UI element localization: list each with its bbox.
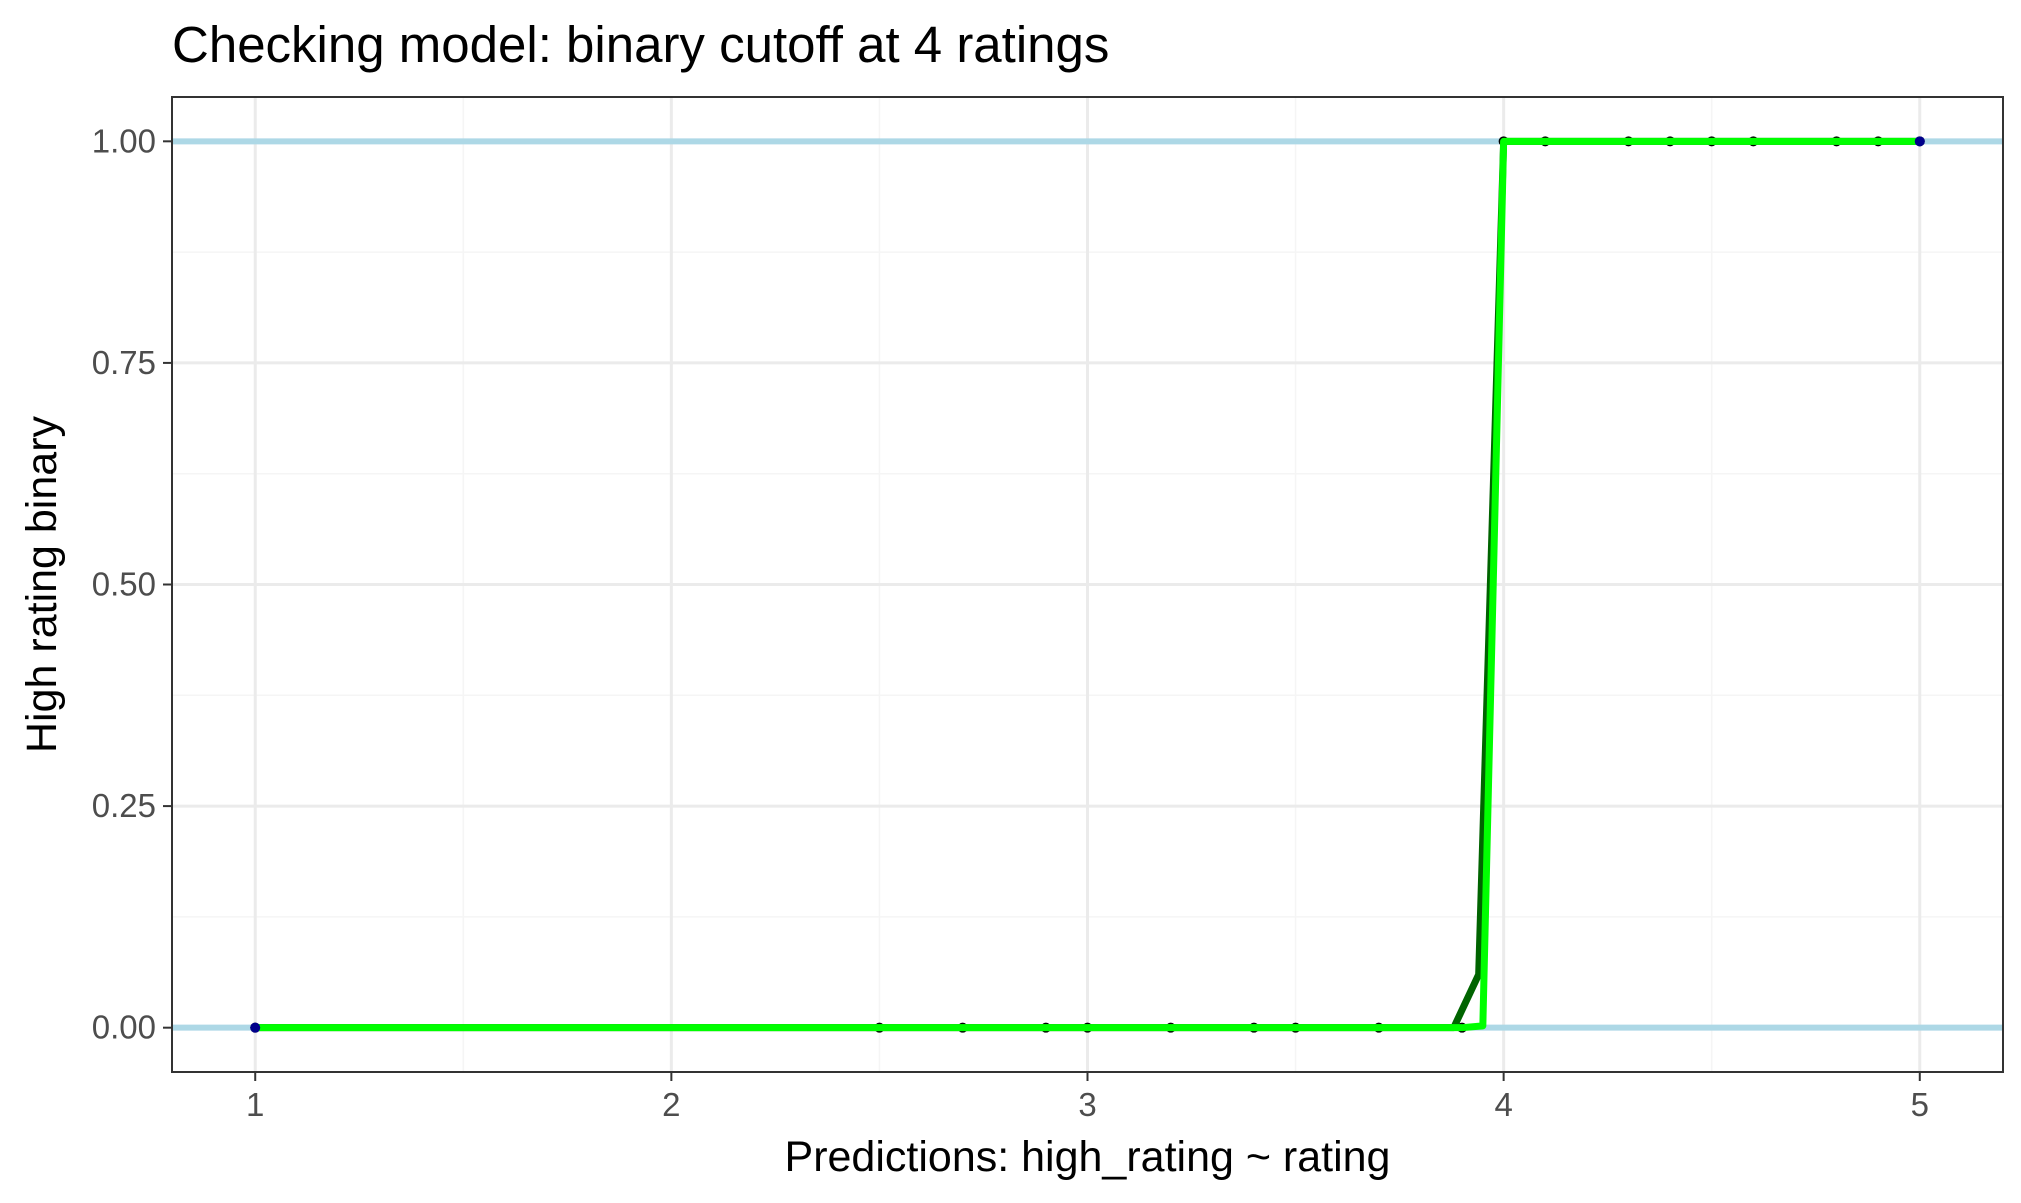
x-tick-label: 1 bbox=[246, 1086, 264, 1123]
y-tick-label: 0.75 bbox=[92, 344, 156, 381]
y-axis-title: High rating binary bbox=[18, 415, 66, 753]
x-axis-title: Predictions: high_rating ~ rating bbox=[785, 1133, 1391, 1181]
y-tick-label: 0.25 bbox=[92, 787, 156, 824]
data-point bbox=[1914, 136, 1925, 147]
y-tick-label: 0.00 bbox=[92, 1009, 156, 1046]
x-axis-ticks: 1 2 3 4 5 bbox=[246, 1072, 1929, 1123]
x-tick-label: 3 bbox=[1078, 1086, 1096, 1123]
series-layer bbox=[250, 136, 1925, 1033]
data-point bbox=[250, 1022, 261, 1033]
chart-title: Checking model: binary cutoff at 4 ratin… bbox=[172, 16, 1109, 73]
series-line bbox=[251, 137, 1924, 1032]
y-tick-label: 0.50 bbox=[92, 566, 156, 603]
x-tick-label: 4 bbox=[1494, 1086, 1512, 1123]
y-axis-ticks: 0.00 0.25 0.50 0.75 1.00 bbox=[92, 122, 172, 1046]
x-tick-label: 5 bbox=[1911, 1086, 1929, 1123]
y-tick-label: 1.00 bbox=[92, 122, 156, 159]
x-tick-label: 2 bbox=[662, 1086, 680, 1123]
